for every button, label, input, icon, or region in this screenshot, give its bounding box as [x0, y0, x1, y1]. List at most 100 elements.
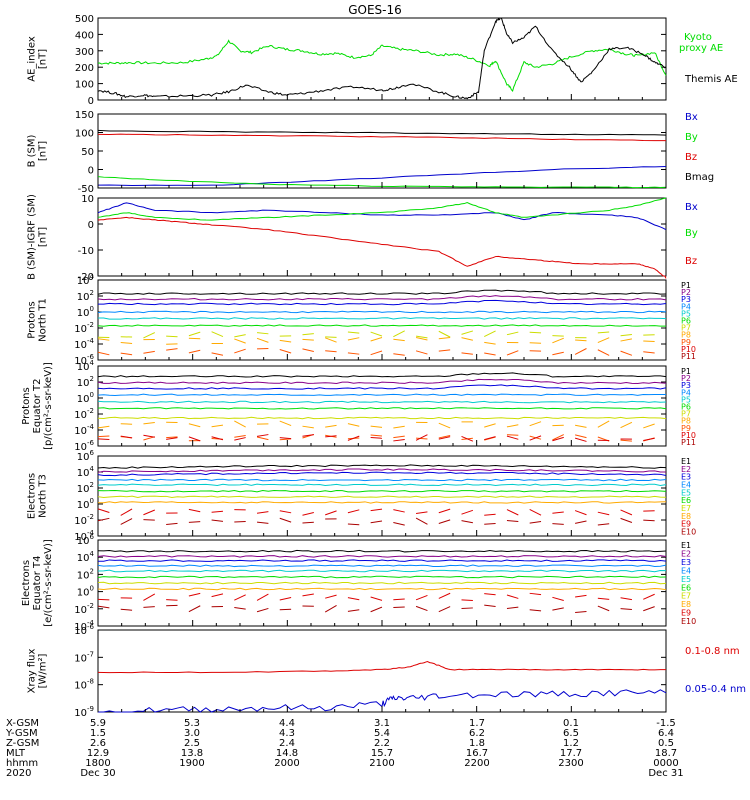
- series-segment: [484, 522, 496, 525]
- legend-label: E7: [681, 592, 691, 601]
- series-segment: [279, 597, 292, 601]
- series-segment: [256, 434, 269, 437]
- series-segment: [620, 517, 633, 523]
- series-segment: [97, 598, 110, 601]
- panel-frame: [97, 455, 667, 537]
- series-segment: [370, 337, 383, 342]
- time-axis-value: 1.7: [469, 718, 485, 729]
- y-tick-label: 104: [77, 359, 95, 373]
- legend-label: Kyoto proxy AE: [679, 32, 723, 54]
- series-segment: [597, 605, 610, 612]
- series-segment: [256, 607, 269, 613]
- series-segment: [506, 594, 519, 599]
- series-segment: [416, 437, 428, 440]
- time-axis-row-label: X-GSM: [6, 718, 39, 729]
- series-segment: [552, 607, 564, 611]
- time-axis-value: 2200: [464, 758, 489, 769]
- series-segment: [143, 606, 155, 608]
- panel-frame: [97, 629, 667, 713]
- y-tick-label: 10-7: [74, 650, 94, 664]
- series-segment: [279, 420, 292, 427]
- series-line: [97, 495, 667, 499]
- time-axis-value: 2.2: [374, 738, 390, 749]
- series-segment: [211, 352, 224, 356]
- series-segment: [461, 509, 474, 515]
- series-segment: [325, 350, 337, 353]
- y-tick-label: 10-8: [74, 678, 94, 692]
- series-segment: [620, 597, 632, 601]
- series-line: [97, 378, 667, 385]
- series-segment: [120, 518, 133, 525]
- series-segment: [575, 434, 587, 439]
- y-tick-exponent: 4: [90, 465, 95, 473]
- series-segment: [484, 423, 496, 428]
- legend-label: P7: [681, 324, 691, 333]
- series-segment: [302, 593, 314, 597]
- series-segment: [393, 353, 405, 356]
- series-segment: [97, 351, 110, 356]
- time-axis-value: 2.6: [90, 738, 106, 749]
- series-segment: [256, 436, 269, 441]
- time-axis-value: 4.3: [279, 728, 295, 739]
- y-tick-label: 10-4: [74, 423, 94, 437]
- series-segment: [461, 435, 474, 442]
- legend-label: E2: [681, 549, 691, 558]
- series-segment: [597, 331, 610, 334]
- series-segment: [393, 522, 405, 526]
- series-segment: [393, 435, 405, 439]
- y-axis-title: ProtonsNorth T1: [27, 298, 49, 342]
- series-segment: [438, 422, 451, 429]
- y-tick-label: 102: [77, 375, 94, 389]
- series-line: [97, 549, 667, 553]
- y-tick-exponent: -6: [87, 439, 95, 447]
- series-segment: [529, 592, 542, 596]
- legend-label: E6: [681, 496, 691, 505]
- y-axis-title: B (SM)-IGRF (SM)[nT]: [27, 194, 49, 280]
- y-axis-title: AE_index[nT]: [27, 36, 49, 82]
- y-tick-label: 100: [75, 80, 94, 91]
- series-segment: [438, 606, 451, 613]
- series-segment: [234, 435, 246, 438]
- series-segment: [438, 337, 451, 340]
- series-segment: [415, 350, 428, 355]
- series-segment: [416, 335, 428, 339]
- series-segment: [370, 425, 383, 428]
- y-tick-exponent: -2: [87, 513, 94, 521]
- series-segment: [256, 511, 269, 514]
- y-tick-label: 100: [77, 391, 94, 405]
- series-segment: [597, 349, 610, 356]
- series-segment: [529, 331, 542, 334]
- y-tick-label: 100: [77, 585, 94, 599]
- series-segment: [506, 350, 519, 356]
- y-tick-label: 100: [75, 129, 94, 140]
- y-tick-exponent: 2: [90, 289, 94, 297]
- legend-label: 0.1-0.8 nm: [685, 646, 740, 657]
- y-tick-exponent: 0: [90, 497, 94, 505]
- series-line: [97, 464, 667, 469]
- time-axis-value: 18.7: [655, 748, 677, 759]
- time-axis-value: 0000: [653, 758, 678, 769]
- series-segment: [120, 608, 133, 611]
- legend-label: E1: [681, 457, 691, 466]
- series-segment: [415, 434, 428, 441]
- series-segment: [302, 338, 314, 341]
- y-tick-exponent: 0: [90, 391, 94, 399]
- series-segment: [347, 597, 360, 601]
- y-tick-exponent: -2: [87, 321, 94, 329]
- legend-label: E9: [681, 520, 691, 529]
- series-line: [97, 295, 667, 301]
- time-axis-value: 2.4: [279, 738, 295, 749]
- y-tick-exponent: 0: [90, 585, 94, 593]
- series-segment: [120, 423, 133, 425]
- y-axis-title: Xray flux[W/m²]: [27, 649, 49, 694]
- series-segment: [438, 435, 451, 439]
- time-axis-row-label: MLT: [6, 748, 26, 759]
- series-segment: [347, 509, 360, 514]
- series-segment: [347, 435, 360, 441]
- series-line: [97, 559, 667, 562]
- legend-label: E7: [681, 504, 691, 513]
- series-segment: [506, 434, 519, 436]
- series-line: [97, 569, 667, 573]
- series-segment: [143, 509, 155, 516]
